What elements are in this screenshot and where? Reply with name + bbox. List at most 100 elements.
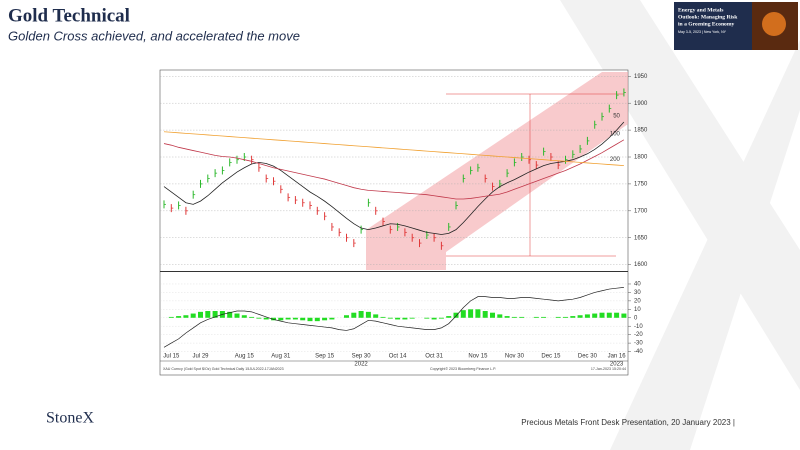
ma-line — [163, 139, 625, 200]
histogram-bar — [446, 316, 452, 318]
histogram-bar — [205, 311, 211, 318]
x-tick-label: Sep 30 — [352, 354, 372, 360]
histogram-bar — [577, 315, 583, 318]
histogram-bar — [592, 313, 598, 318]
x-tick-label: Dec 30 — [578, 354, 598, 360]
histogram-bar — [424, 317, 430, 319]
ma-label: 200 — [610, 157, 621, 163]
histogram-bar — [322, 317, 328, 321]
y-tick-label: 1950 — [634, 74, 648, 80]
y-tick-label: 1700 — [634, 208, 648, 214]
banner-date: May 3-5, 2023 | New York, NY — [678, 30, 727, 34]
histogram-bar — [490, 312, 495, 318]
histogram-bar — [227, 311, 233, 318]
histogram-bar — [409, 317, 415, 319]
y-tick-label: -30 — [634, 341, 643, 347]
histogram-bar — [453, 312, 459, 318]
x-tick-label: Oct 14 — [389, 354, 407, 360]
ma-line — [163, 121, 625, 235]
trend-channel — [366, 72, 628, 270]
histogram-bar — [314, 317, 320, 322]
ma-label: 100 — [610, 131, 621, 137]
histogram-bar — [606, 312, 612, 318]
histogram-bar — [271, 317, 276, 321]
histogram-bar — [358, 311, 364, 318]
x-tick-label: Oct 31 — [425, 354, 443, 360]
histogram-bar — [190, 313, 196, 318]
ma-line — [163, 131, 624, 167]
y-tick-label: -40 — [634, 349, 643, 355]
histogram-bar — [329, 317, 335, 320]
footer: Precious Metals Front Desk Presentation,… — [521, 418, 735, 427]
histogram-bar — [475, 309, 481, 318]
histogram-bar — [198, 311, 203, 318]
histogram-bar — [541, 316, 547, 318]
histogram-bar — [241, 315, 247, 318]
y-tick-label: 1800 — [634, 155, 648, 161]
histogram-bar — [570, 316, 576, 318]
chart-note: 17-Jan-2023 15:20:44 — [591, 367, 626, 371]
histogram-bar — [599, 312, 605, 318]
histogram-bar — [285, 317, 291, 320]
x-tick-label: Dec 15 — [541, 354, 561, 360]
histogram-bar — [365, 311, 371, 318]
histogram-bar — [300, 317, 306, 321]
x-tick-label: Jul 15 — [163, 354, 180, 360]
histogram-bar — [482, 311, 488, 318]
x-tick-label: Nov 30 — [505, 354, 525, 360]
y-tick-label: 1900 — [634, 101, 648, 107]
banner-text: Outlook: Managing Risk — [678, 14, 738, 20]
histogram-bar — [212, 311, 218, 318]
chart-note: Copyright© 2023 Bloomberg Finance L.P. — [430, 367, 496, 371]
histogram-bar — [402, 317, 408, 320]
y-tick-label: 0 — [634, 315, 638, 321]
slide-subtitle: Golden Cross achieved, and accelerated t… — [8, 28, 300, 43]
histogram-bar — [344, 315, 349, 318]
histogram-bar — [468, 309, 474, 318]
ma-label: 50 — [613, 114, 620, 120]
x-tick-label: Aug 31 — [271, 354, 291, 360]
y-tick-label: 40 — [634, 282, 641, 288]
y-tick-label: 1650 — [634, 235, 648, 241]
x-year-label: 2023 — [610, 362, 624, 368]
histogram-bar — [387, 317, 393, 319]
y-tick-label: 10 — [634, 307, 641, 313]
logo: StoneX — [46, 410, 94, 427]
x-tick-label: Aug 15 — [235, 354, 255, 360]
histogram-bar — [351, 312, 357, 318]
y-tick-label: 20 — [634, 298, 641, 304]
banner-flame — [762, 12, 786, 36]
histogram-bar — [460, 310, 466, 318]
y-tick-label: 1850 — [634, 128, 648, 134]
histogram-bar — [292, 317, 298, 320]
banner-text: in a Greening Economy — [678, 21, 735, 27]
histogram-bar — [380, 316, 386, 318]
histogram-bar — [395, 317, 401, 320]
histogram-bar — [176, 316, 182, 318]
y-tick-label: 1750 — [634, 181, 648, 187]
histogram-bar — [373, 314, 379, 318]
histogram-bar — [555, 316, 561, 318]
x-tick-label: Sep 15 — [315, 354, 335, 360]
histogram-bar — [519, 316, 525, 318]
histogram-bar — [307, 317, 313, 322]
histogram-bar — [431, 317, 437, 320]
x-year-label: 2022 — [354, 362, 368, 368]
histogram-bar — [256, 317, 262, 319]
histogram-bar — [511, 316, 517, 318]
banner-text: Energy and Metals — [678, 7, 724, 13]
histogram-bar — [263, 317, 269, 320]
y-tick-label: -10 — [634, 324, 643, 330]
histogram-bar — [438, 317, 444, 319]
y-tick-label: 30 — [634, 290, 641, 296]
histogram-bar — [533, 316, 539, 318]
slide-title: Gold Technical — [8, 5, 130, 26]
watermark — [560, 0, 800, 450]
histogram-bar — [563, 316, 568, 318]
histogram-bar — [497, 314, 503, 318]
histogram-bar — [584, 314, 590, 318]
histogram-bar — [614, 312, 620, 318]
x-tick-label: Nov 15 — [468, 354, 488, 360]
